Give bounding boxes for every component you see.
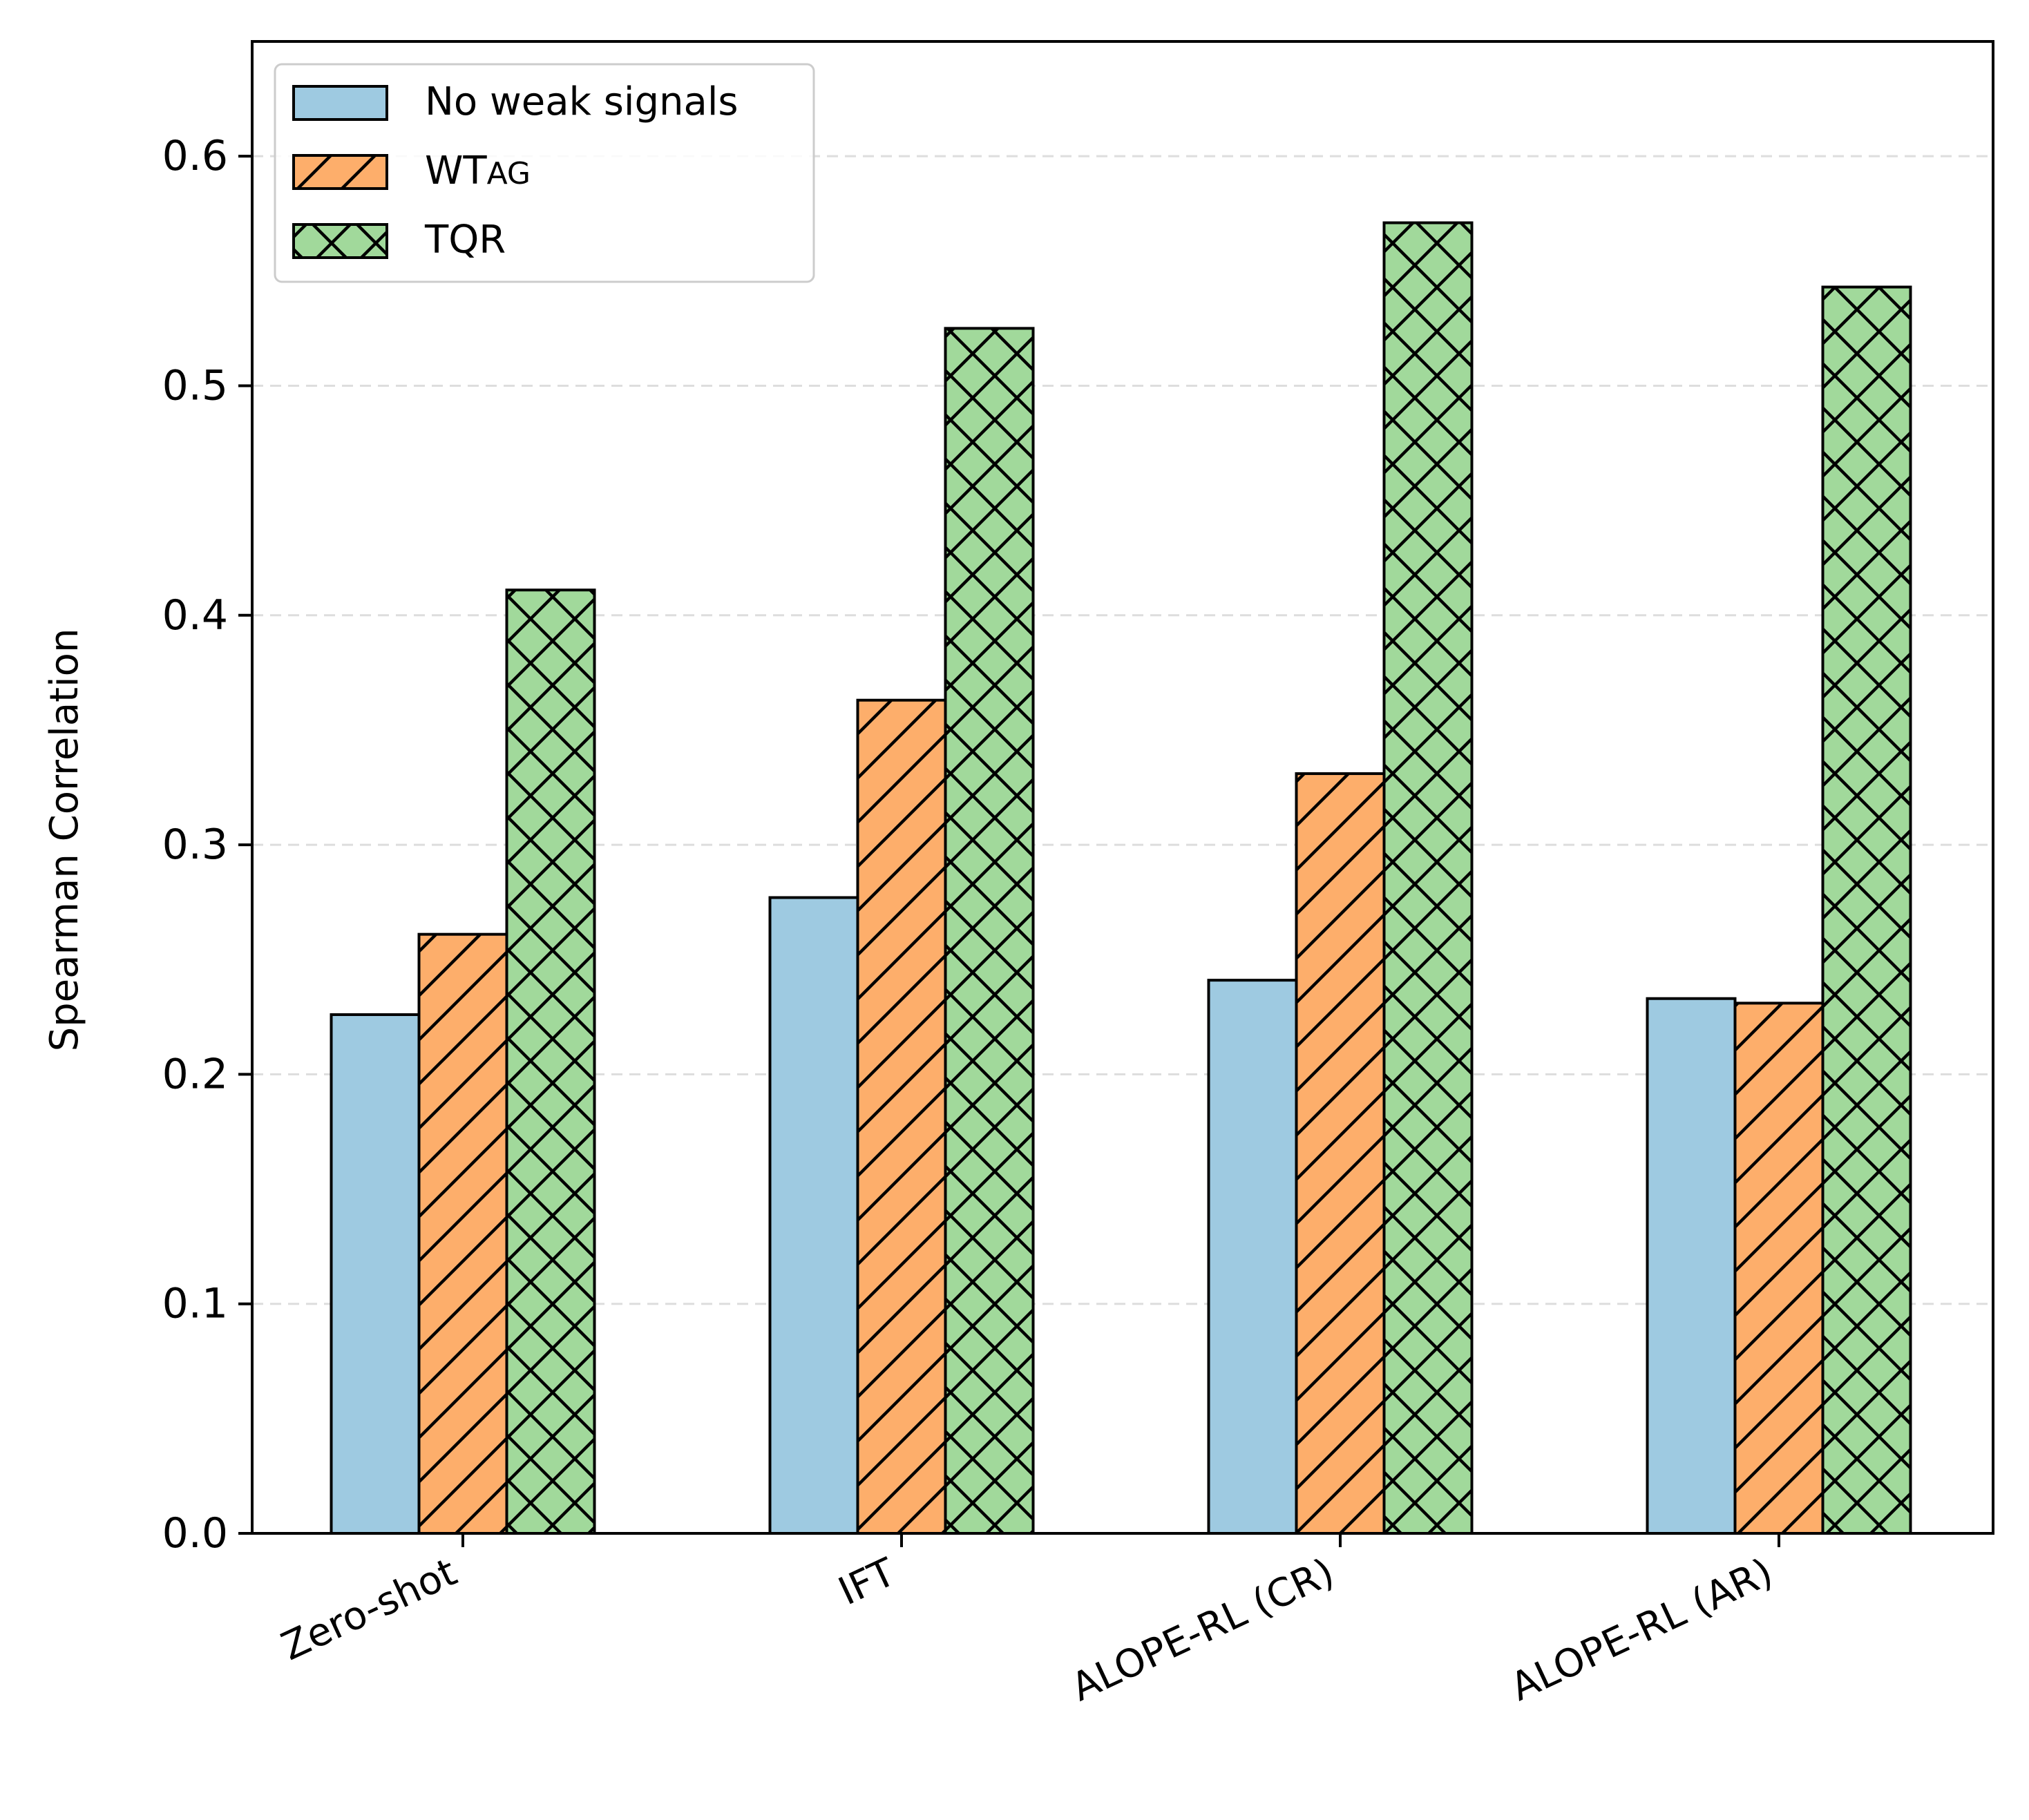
x-tick-label: ALOPE-RL (AR) <box>1504 1550 1780 1710</box>
legend-item-tqr[interactable]: TQR <box>292 218 506 262</box>
bar-wtag <box>1295 772 1386 1533</box>
bar-no-weak-signals <box>1646 997 1737 1533</box>
bar-wtag <box>417 932 508 1533</box>
y-tick-label: 0.0 <box>162 1509 228 1558</box>
bar-wtag <box>1733 1002 1825 1533</box>
y-axis: 0.0 0.1 0.2 0.3 0.4 0.5 0.6 <box>162 132 252 1558</box>
y-axis-label: Spearman Correlation <box>42 629 87 1052</box>
bars <box>330 221 1912 1533</box>
bar-wtag <box>856 698 947 1533</box>
y-tick-label: 0.2 <box>162 1050 228 1098</box>
legend-item-wtag[interactable]: WTAG <box>292 149 531 193</box>
legend[interactable]: No weak signals WTAG TQR <box>274 63 815 283</box>
x-tick-label: IFT <box>832 1549 902 1614</box>
bar-tqr <box>944 327 1035 1533</box>
legend-label: No weak signals <box>425 79 739 124</box>
x-tick-label: ALOPE-RL (CR) <box>1065 1550 1341 1710</box>
bar-tqr <box>1382 221 1474 1533</box>
legend-label: TQR <box>424 218 506 262</box>
x-tick-label: Zero-shot <box>275 1550 464 1669</box>
bar-no-weak-signals <box>330 1013 421 1533</box>
bar-tqr <box>505 588 596 1533</box>
y-tick-label: 0.6 <box>162 132 228 180</box>
legend-label: WTAG <box>425 149 531 193</box>
bar-no-weak-signals <box>1207 979 1298 1533</box>
plot-frame <box>251 40 1994 1535</box>
bar-no-weak-signals <box>768 896 859 1533</box>
y-tick-label: 0.3 <box>162 821 228 869</box>
x-axis: Zero-shot IFT ALOPE-RL (CR) ALOPE-RL (AR) <box>275 1533 1780 1710</box>
bar-tqr <box>1821 285 1912 1533</box>
y-tick-label: 0.4 <box>162 591 228 640</box>
legend-swatch <box>294 86 387 119</box>
legend-frame <box>274 63 815 283</box>
y-tick-label: 0.1 <box>162 1280 228 1328</box>
y-tick-label: 0.5 <box>162 361 228 410</box>
legend-item-no-weak-signals[interactable]: No weak signals <box>292 79 739 124</box>
